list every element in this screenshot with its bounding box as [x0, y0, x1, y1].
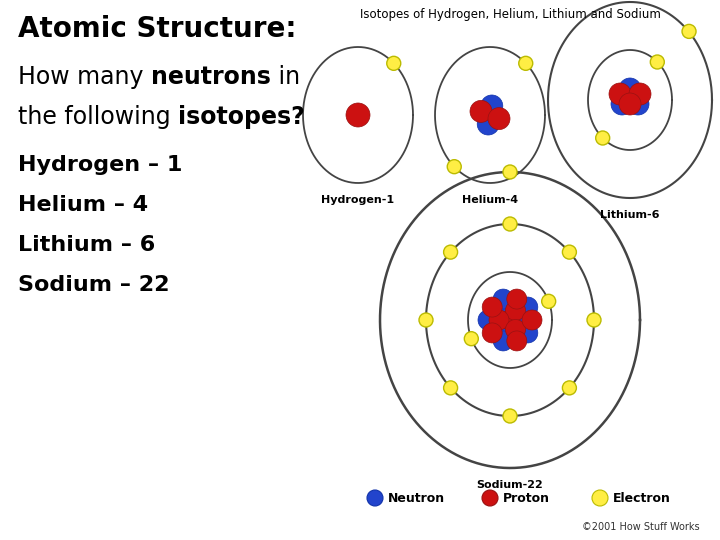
Text: Atomic Structure:: Atomic Structure: [18, 15, 297, 43]
Text: How many: How many [18, 65, 151, 89]
Circle shape [650, 55, 665, 69]
Circle shape [619, 78, 641, 100]
Circle shape [493, 289, 513, 309]
Circle shape [503, 165, 517, 179]
Text: Electron: Electron [613, 491, 671, 504]
Circle shape [482, 490, 498, 506]
Text: Isotopes of Hydrogen, Helium, Lithium and Sodium: Isotopes of Hydrogen, Helium, Lithium an… [359, 8, 660, 21]
Circle shape [505, 320, 526, 340]
Text: in: in [271, 65, 300, 89]
Circle shape [682, 24, 696, 38]
Text: Neutron: Neutron [388, 491, 445, 504]
Circle shape [507, 289, 527, 309]
Circle shape [488, 107, 510, 130]
Circle shape [595, 131, 610, 145]
Circle shape [503, 409, 517, 423]
Circle shape [489, 310, 509, 330]
Circle shape [507, 331, 527, 351]
Circle shape [511, 310, 531, 330]
Circle shape [481, 95, 503, 117]
Circle shape [518, 323, 538, 343]
Text: neutrons: neutrons [151, 65, 271, 89]
Circle shape [387, 56, 401, 70]
Circle shape [478, 310, 498, 330]
Circle shape [518, 56, 533, 70]
Circle shape [495, 320, 515, 340]
Circle shape [482, 323, 503, 343]
Circle shape [562, 245, 577, 259]
Text: Helium – 4: Helium – 4 [18, 195, 148, 215]
Text: Lithium – 6: Lithium – 6 [18, 235, 156, 255]
Circle shape [367, 490, 383, 506]
Circle shape [346, 103, 370, 127]
Text: Helium-4: Helium-4 [462, 195, 518, 205]
Circle shape [500, 310, 520, 330]
Text: ©2001 How Stuff Works: ©2001 How Stuff Works [582, 522, 700, 532]
Circle shape [470, 100, 492, 123]
Circle shape [629, 83, 651, 105]
Text: Sodium – 22: Sodium – 22 [18, 275, 169, 295]
Circle shape [444, 381, 458, 395]
Circle shape [562, 381, 577, 395]
Text: Sodium-22: Sodium-22 [477, 480, 544, 490]
Circle shape [587, 313, 601, 327]
Circle shape [419, 313, 433, 327]
Text: Lithium-6: Lithium-6 [600, 210, 660, 220]
Circle shape [592, 490, 608, 506]
Circle shape [518, 297, 538, 317]
Circle shape [611, 93, 633, 115]
Circle shape [609, 83, 631, 105]
Circle shape [619, 93, 641, 115]
Text: Hydrogen-1: Hydrogen-1 [321, 195, 395, 205]
Circle shape [505, 300, 526, 320]
Text: Proton: Proton [503, 491, 550, 504]
Circle shape [447, 160, 462, 174]
Circle shape [493, 331, 513, 351]
Circle shape [522, 310, 542, 330]
Circle shape [444, 245, 458, 259]
Text: isotopes?: isotopes? [178, 105, 305, 129]
Circle shape [503, 217, 517, 231]
Text: the following: the following [18, 105, 178, 129]
Circle shape [477, 113, 499, 135]
Circle shape [495, 300, 515, 320]
Circle shape [541, 294, 556, 308]
Text: Hydrogen – 1: Hydrogen – 1 [18, 155, 182, 175]
Circle shape [627, 93, 649, 115]
Circle shape [482, 297, 503, 317]
Circle shape [464, 332, 478, 346]
